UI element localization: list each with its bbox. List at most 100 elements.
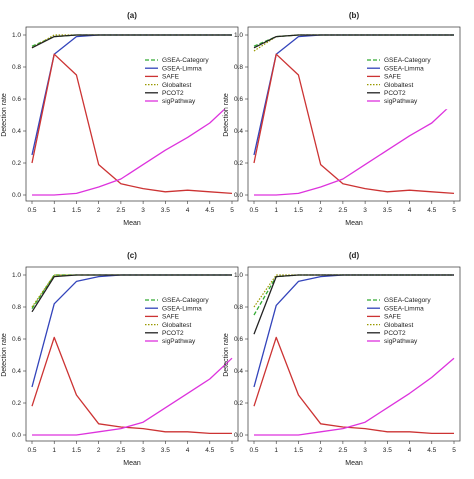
x-tick-label: 1 (274, 207, 278, 214)
legend-label: Globaltest (162, 82, 191, 89)
legend-label: GSEA-Category (384, 297, 431, 304)
x-tick-label: 5 (452, 447, 456, 454)
y-tick-label: 0.8 (234, 64, 243, 71)
y-tick-label: 0.6 (234, 336, 243, 343)
series-line-safe (31, 336, 232, 435)
legend-label: PCOT2 (384, 330, 406, 337)
y-tick-label: 0.2 (12, 400, 21, 407)
x-tick-label: 1.5 (294, 447, 303, 454)
plot-frame (25, 26, 239, 202)
x-tick-label: 3 (363, 447, 367, 454)
y-tick-label: 0.0 (12, 432, 21, 439)
legend-label: PCOT2 (384, 90, 406, 97)
x-tick-label: 3.5 (383, 207, 392, 214)
x-tick-label: 0.5 (249, 447, 258, 454)
y-tick-label: 0.2 (234, 400, 243, 407)
legend-label: sigPathway (384, 338, 418, 345)
x-tick-label: 3.5 (161, 207, 170, 214)
x-tick-label: 2 (319, 447, 323, 454)
x-tick-label: 2.5 (116, 447, 125, 454)
legend-label: GSEA-Limma (162, 65, 202, 72)
x-tick-label: 4.5 (205, 447, 214, 454)
x-tick-label: 3 (141, 447, 145, 454)
y-axis-title: Detection rate (223, 333, 230, 377)
panel-label: (a) (127, 11, 137, 20)
y-axis-title: Detection rate (223, 93, 230, 137)
y-tick-label: 0.0 (234, 192, 243, 199)
x-axis-title: Mean (123, 220, 141, 227)
x-tick-label: 3.5 (383, 447, 392, 454)
x-tick-label: 5 (452, 207, 456, 214)
chart-panel-4: (d) 0.0 0.2 0.4 0.6 0.8 1.0 0.5 1 1.5 2 2.5 3 3.5 4 4.5… (223, 251, 461, 467)
panel-label: (b) (349, 11, 360, 20)
y-tick-label: 0.6 (12, 336, 21, 343)
legend-label: SAFE (384, 74, 402, 81)
legend-label: Globaltest (162, 322, 191, 329)
x-tick-label: 2 (97, 447, 101, 454)
legend-box (142, 54, 234, 110)
plot-frame (247, 26, 461, 202)
x-tick-label: 2.5 (116, 207, 125, 214)
y-tick-label: 1.0 (234, 272, 243, 279)
y-axis-title: Detection rate (1, 333, 8, 377)
legend-label: GSEA-Category (384, 57, 431, 64)
x-tick-label: 2.5 (338, 447, 347, 454)
x-tick-label: 4 (408, 207, 412, 214)
legend-label: sigPathway (384, 98, 418, 105)
x-tick-label: 5 (230, 447, 234, 454)
legend-label: Globaltest (384, 82, 413, 89)
series-line-sigpathway (254, 101, 455, 196)
x-tick-label: 4.5 (427, 447, 436, 454)
series-line-pcot2 (253, 34, 454, 49)
legend-label: SAFE (384, 314, 402, 321)
legend-label: GSEA-Limma (384, 65, 424, 72)
legend-label: Globaltest (384, 322, 413, 329)
x-axis-title: Mean (123, 460, 141, 467)
series-line-sigpathway (32, 101, 233, 196)
x-tick-label: 2.5 (338, 207, 347, 214)
chart-panel-3: (c) 0.0 0.2 0.4 0.6 0.8 1.0 0.5 1 1.5 2 2.5 3 3.5 4 4.5… (1, 251, 239, 467)
series-line-sigpathway (254, 357, 455, 436)
x-axis-title: Mean (345, 220, 363, 227)
x-tick-label: 4 (186, 447, 190, 454)
series-line-gsea-category (31, 274, 232, 309)
x-tick-label: 1 (274, 447, 278, 454)
legend-label: GSEA-Category (162, 57, 209, 64)
legend-label: GSEA-Limma (384, 305, 424, 312)
panel-label: (c) (127, 251, 137, 260)
x-tick-label: 1.5 (72, 207, 81, 214)
legend-label: SAFE (162, 74, 180, 81)
series-line-pcot2 (31, 274, 232, 313)
y-tick-label: 0.4 (12, 128, 21, 135)
y-tick-label: 0.8 (12, 304, 21, 311)
x-tick-label: 3 (141, 207, 145, 214)
y-tick-label: 0.0 (12, 192, 21, 199)
x-tick-label: 3.5 (161, 447, 170, 454)
legend-label: sigPathway (162, 338, 196, 345)
series-line-pcot2 (31, 34, 232, 49)
x-tick-label: 2 (97, 207, 101, 214)
series-line-safe (253, 336, 454, 435)
x-tick-label: 1 (52, 207, 56, 214)
y-tick-label: 1.0 (12, 272, 21, 279)
y-tick-label: 0.4 (234, 128, 243, 135)
x-axis-title: Mean (345, 460, 363, 467)
x-tick-label: 1 (52, 447, 56, 454)
x-tick-label: 4.5 (427, 207, 436, 214)
x-tick-label: 0.5 (27, 447, 36, 454)
x-tick-label: 4.5 (205, 207, 214, 214)
legend-label: PCOT2 (162, 90, 184, 97)
y-axis-title: Detection rate (1, 93, 8, 137)
legend-label: SAFE (162, 314, 180, 321)
y-tick-label: 0.0 (234, 432, 243, 439)
y-tick-label: 1.0 (234, 32, 243, 39)
y-tick-label: 0.4 (234, 368, 243, 375)
x-tick-label: 5 (230, 207, 234, 214)
y-tick-label: 0.8 (234, 304, 243, 311)
series-line-safe (253, 53, 455, 195)
series-line-safe (31, 53, 233, 195)
legend-label: sigPathway (162, 98, 196, 105)
series-line-globaltest (31, 34, 232, 49)
y-tick-label: 1.0 (12, 32, 21, 39)
legend-box (364, 294, 456, 350)
